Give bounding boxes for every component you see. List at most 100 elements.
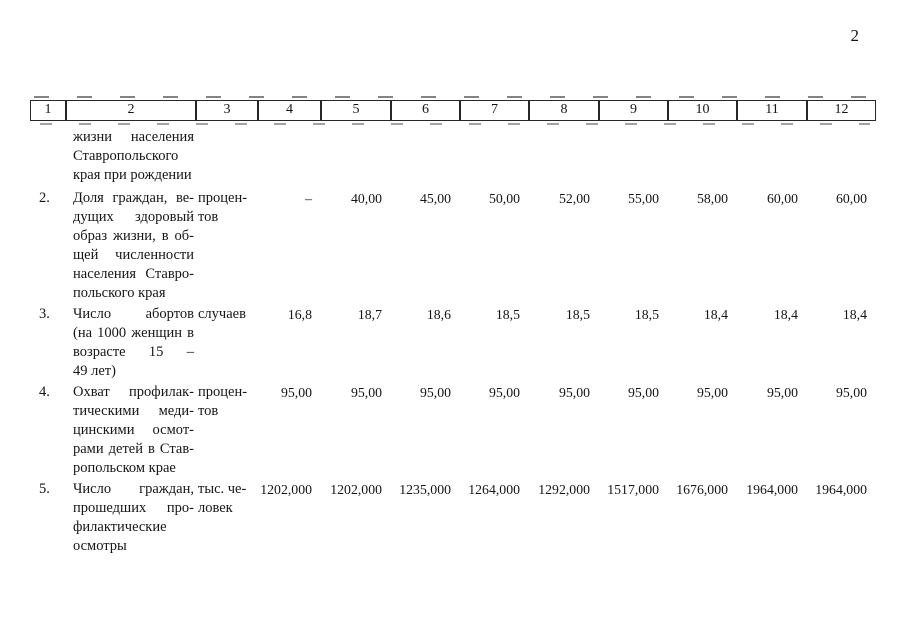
value-cell: 18,4 bbox=[773, 307, 798, 322]
header-cell: 5 bbox=[321, 100, 391, 121]
indicator-name-cell: Доля граждан, ве-дущих здоровый образ жиз… bbox=[66, 189, 196, 303]
unit-line: тыс. че- bbox=[198, 481, 247, 497]
value-cell: 1264,000 bbox=[468, 482, 520, 497]
value-cell: 45,00 bbox=[419, 191, 451, 206]
values-row: 1202,000 1202,000 1235,000 1264,000 1292,000… bbox=[258, 480, 876, 499]
values-row: – 40,00 45,00 50,00 52,00 55,00 58,00 60,00 60,0… bbox=[258, 189, 876, 208]
value-cell: 95,00 bbox=[419, 385, 451, 400]
value-cell: 18,4 bbox=[842, 307, 867, 322]
text-line: населения Ставро- bbox=[73, 266, 194, 282]
value-cell: 95,00 bbox=[696, 385, 728, 400]
value-cell: 1676,000 bbox=[676, 482, 728, 497]
text-line: осмотры bbox=[73, 538, 127, 554]
row-number-cell: 5. bbox=[39, 481, 50, 497]
text-line: щей численности bbox=[73, 247, 194, 263]
value-cell: 52,00 bbox=[558, 191, 590, 206]
unit-line: процен- bbox=[198, 384, 248, 400]
value-cell: 18,6 bbox=[426, 307, 451, 322]
text-line: рами детей в Став- bbox=[73, 441, 194, 457]
unit-line: тов bbox=[198, 403, 219, 419]
header-cell: 9 bbox=[599, 100, 668, 121]
text-line: образ жизни, в об- bbox=[73, 228, 194, 244]
unit-line: случаев bbox=[198, 306, 246, 322]
row-number-cell: 2. bbox=[39, 190, 50, 206]
text-line: польского края bbox=[73, 285, 166, 301]
value-cell: 1202,000 bbox=[330, 482, 382, 497]
value-cell: 18,4 bbox=[703, 307, 728, 322]
value-cell: – bbox=[305, 191, 312, 206]
header-cell: 3 bbox=[196, 100, 258, 121]
row-number-cell: 4. bbox=[39, 384, 50, 400]
header-cell: 1 bbox=[30, 100, 66, 121]
page-number: 2 bbox=[850, 26, 860, 45]
text-line: цинскими осмот- bbox=[73, 422, 194, 438]
unit-cell: тыс. че-ловек bbox=[196, 480, 258, 518]
header-cell: 8 bbox=[529, 100, 599, 121]
header-cell: 6 bbox=[391, 100, 460, 121]
table-row: 3. Число абортов (на 1000 женщин в возраст… bbox=[30, 305, 876, 381]
indicator-name-cell: Охват профилак-тическими меди-цинскими о… bbox=[66, 383, 196, 478]
unit-line: ловек bbox=[198, 500, 233, 516]
text-line: Число граждан, bbox=[73, 481, 194, 497]
row-number-cell: 3. bbox=[39, 306, 50, 322]
value-cell: 18,5 bbox=[634, 307, 659, 322]
indicators-table: 1 2 3 4 5 6 7 8 9 10 11 12 жизни населения Ставропол… bbox=[30, 96, 876, 556]
table-row: 5. Число граждан, прошедших про-филактиче… bbox=[30, 480, 876, 556]
value-cell: 18,7 bbox=[357, 307, 382, 322]
indicator-name-cell: Число граждан, прошедших про-филактически… bbox=[66, 480, 196, 556]
unit-cell: процен-тов bbox=[196, 189, 258, 227]
value-cell: 95,00 bbox=[488, 385, 520, 400]
value-cell: 55,00 bbox=[627, 191, 659, 206]
value-cell: 60,00 bbox=[766, 191, 798, 206]
values-row: 95,00 95,00 95,00 95,00 95,00 95,00 95,00 95,00… bbox=[258, 383, 876, 402]
text-line: Доля граждан, ве- bbox=[73, 190, 194, 206]
text-line: Ставропольского bbox=[73, 148, 179, 164]
value-cell: 60,00 bbox=[835, 191, 867, 206]
text-line: прошедших про- bbox=[73, 500, 194, 516]
header-cell: 10 bbox=[668, 100, 737, 121]
value-cell: 1235,000 bbox=[399, 482, 451, 497]
value-cell: 1964,000 bbox=[746, 482, 798, 497]
value-cell: 95,00 bbox=[835, 385, 867, 400]
text-line: Число абортов bbox=[73, 306, 194, 322]
text-line: дущих здоровый bbox=[73, 209, 194, 225]
value-cell: 95,00 bbox=[627, 385, 659, 400]
value-cell: 1292,000 bbox=[538, 482, 590, 497]
unit-line: процен- bbox=[198, 190, 248, 206]
indicator-name-cell: Число абортов (на 1000 женщин в возрасте 1… bbox=[66, 305, 196, 381]
text-line: ропольском крае bbox=[73, 460, 176, 476]
text-line: (на 1000 женщин в bbox=[73, 325, 194, 341]
value-cell: 95,00 bbox=[350, 385, 382, 400]
table-row: 4. Охват профилак-тическими меди-цинским… bbox=[30, 383, 876, 478]
text-line: края при рождении bbox=[73, 167, 192, 183]
header-cell: 7 bbox=[460, 100, 529, 121]
text-line: возрасте 15 – bbox=[73, 344, 194, 360]
text-line: жизни населения bbox=[73, 129, 194, 145]
value-cell: 1964,000 bbox=[815, 482, 867, 497]
unit-cell: случаев bbox=[196, 305, 258, 324]
header-cell: 12 bbox=[807, 100, 876, 121]
value-cell: 1202,000 bbox=[260, 482, 312, 497]
value-cell: 18,5 bbox=[495, 307, 520, 322]
table-header-row: 1 2 3 4 5 6 7 8 9 10 11 12 bbox=[30, 96, 876, 125]
value-cell: 50,00 bbox=[488, 191, 520, 206]
unit-line: тов bbox=[198, 209, 219, 225]
value-cell: 16,8 bbox=[287, 307, 312, 322]
table-row: 2. Доля граждан, ве-дущих здоровый образ … bbox=[30, 189, 876, 303]
header-cell: 11 bbox=[737, 100, 807, 121]
text-line: 49 лет) bbox=[73, 363, 116, 379]
text-line: филактические bbox=[73, 519, 167, 535]
table-row-continuation: жизни населения Ставропольского края при р… bbox=[30, 128, 876, 185]
indicator-name-cell: жизни населения Ставропольского края при р… bbox=[66, 128, 196, 185]
value-cell: 40,00 bbox=[350, 191, 382, 206]
text-line: тическими меди- bbox=[73, 403, 194, 419]
header-cell: 4 bbox=[258, 100, 321, 121]
values-row: 16,8 18,7 18,6 18,5 18,5 18,5 18,4 18,4 18,4 bbox=[258, 305, 876, 324]
text-line: Охват профилак- bbox=[73, 384, 194, 400]
value-cell: 18,5 bbox=[565, 307, 590, 322]
value-cell: 95,00 bbox=[280, 385, 312, 400]
value-cell: 1517,000 bbox=[607, 482, 659, 497]
unit-cell: процен-тов bbox=[196, 383, 258, 421]
value-cell: 95,00 bbox=[766, 385, 798, 400]
